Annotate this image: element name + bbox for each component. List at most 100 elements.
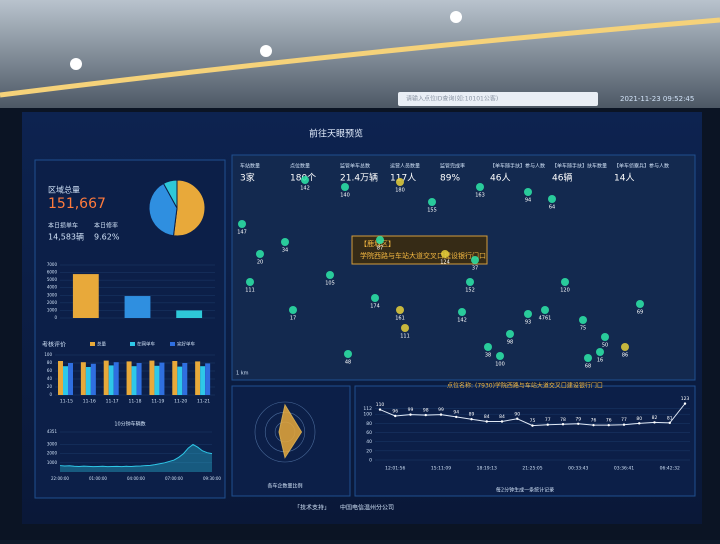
map-point-label: 4761 <box>539 316 552 322</box>
map-point-label: 155 <box>427 208 437 214</box>
x-tick-label: 11-20 <box>174 399 187 405</box>
bar <box>103 360 109 395</box>
y-tick-label: 2000 <box>47 451 58 456</box>
y-tick-label: 100 <box>44 352 52 357</box>
data-label: 90 <box>514 411 520 417</box>
x-tick-label: 11-21 <box>197 399 210 405</box>
stat-value: 21.4万辆 <box>340 172 378 184</box>
y-tick-label: 60 <box>366 430 372 436</box>
summary-label: 本日修率 <box>94 222 118 230</box>
map-point <box>458 308 466 316</box>
y-tick-label: 4351 <box>47 429 58 434</box>
x-tick-label: 06:42:32 <box>660 466 680 472</box>
line-point <box>546 423 549 426</box>
bar <box>200 366 206 395</box>
chart-title: 点位名称: (7930)学院西路与车站大道交叉口建设银行门口 <box>447 382 603 390</box>
data-label: 80 <box>636 416 642 422</box>
popup-district: 【鹿城区】 <box>360 239 395 248</box>
y-tick-label: 40 <box>366 439 372 445</box>
map-point-label: 98 <box>507 340 513 346</box>
map-point-label: 174 <box>370 304 380 310</box>
map-point-label: 93 <box>525 320 531 326</box>
map-point <box>584 354 592 362</box>
map-point <box>524 310 532 318</box>
line-point <box>683 402 687 405</box>
legend-label: 在网单车 <box>137 341 155 348</box>
bar <box>90 363 96 395</box>
stat-value: 46人 <box>490 173 510 184</box>
data-label: 77 <box>621 417 627 423</box>
map-point <box>341 183 349 191</box>
map-point-label: 152 <box>465 288 475 294</box>
map-point <box>441 250 449 258</box>
map-point <box>621 343 629 351</box>
line-point <box>378 408 382 411</box>
y-tick-label: 40 <box>47 376 53 381</box>
x-tick-label: 11-19 <box>151 399 164 405</box>
header-title: 前往天眼预览 <box>309 128 363 140</box>
pie-slice <box>148 182 178 237</box>
stat-label: 【单车侦察兵】参与人数 <box>614 163 669 170</box>
bar <box>108 365 114 395</box>
map-point <box>301 176 309 184</box>
line-point <box>577 422 580 425</box>
bar <box>182 363 188 395</box>
line-point <box>531 424 534 427</box>
chart-title: 考核评价 <box>42 341 66 349</box>
bar <box>85 367 91 395</box>
y-tick-label: 3000 <box>47 292 58 297</box>
line-point <box>516 417 519 420</box>
y-tick-label: 0 <box>54 315 57 320</box>
map-point-label: 69 <box>637 310 643 316</box>
line-point <box>622 423 626 426</box>
y-tick-label: 5000 <box>47 277 58 282</box>
map-point <box>371 294 379 302</box>
data-label: 81 <box>667 415 673 421</box>
map-point <box>596 348 604 356</box>
line-point <box>439 413 443 416</box>
data-label: 79 <box>575 416 581 422</box>
chart-caption: 每2分钟生成一条统计记录 <box>496 487 554 494</box>
line-point <box>424 413 427 417</box>
summary-title: 区域总量 <box>48 185 80 195</box>
search-placeholder[interactable]: 请输入点位ID查询(如:10101公客) <box>406 95 498 103</box>
map-point <box>396 306 404 314</box>
bar <box>72 274 99 318</box>
map-point <box>289 306 297 314</box>
search-box[interactable] <box>398 92 598 106</box>
x-tick-label: 11-18 <box>128 399 141 405</box>
map-point <box>326 271 334 279</box>
stat-label: 【单车随手扶】扶车数量 <box>552 163 607 170</box>
area-fill <box>60 444 212 472</box>
data-label: 94 <box>453 409 459 415</box>
summary-label: 本日损单车 <box>48 222 78 230</box>
map-point <box>601 333 609 341</box>
stat-label: 运营人员数量 <box>390 163 420 170</box>
x-tick-label: 11-16 <box>83 399 96 405</box>
map-point <box>256 250 264 258</box>
data-label: 98 <box>423 408 429 414</box>
map-point-label: 105 <box>325 281 335 287</box>
map-point-label: 111 <box>245 288 255 294</box>
ceiling-lamp <box>70 58 82 70</box>
data-label: 110 <box>376 402 385 408</box>
map-point-label: 68 <box>585 364 591 370</box>
ceiling-lamp <box>450 11 462 23</box>
legend-swatch <box>90 342 95 346</box>
x-tick-label: 09:30:00 <box>203 476 221 481</box>
map-point-label: 75 <box>580 326 586 332</box>
radar-shape <box>278 403 303 459</box>
x-tick-label: 04:00:00 <box>127 476 145 481</box>
stat-label: 【单车随手扶】参与人数 <box>490 163 545 170</box>
y-tick-label: 1000 <box>47 307 58 312</box>
chart-title: 10分钟车辆数 <box>114 421 145 428</box>
map-point <box>396 178 404 186</box>
data-label: 76 <box>591 418 597 424</box>
map-point-label: 48 <box>345 360 351 366</box>
y-tick-label: 2000 <box>47 300 58 305</box>
map-point-label: 64 <box>549 205 555 211</box>
line-point <box>607 423 610 427</box>
bar <box>159 362 165 395</box>
map-point <box>524 188 532 196</box>
